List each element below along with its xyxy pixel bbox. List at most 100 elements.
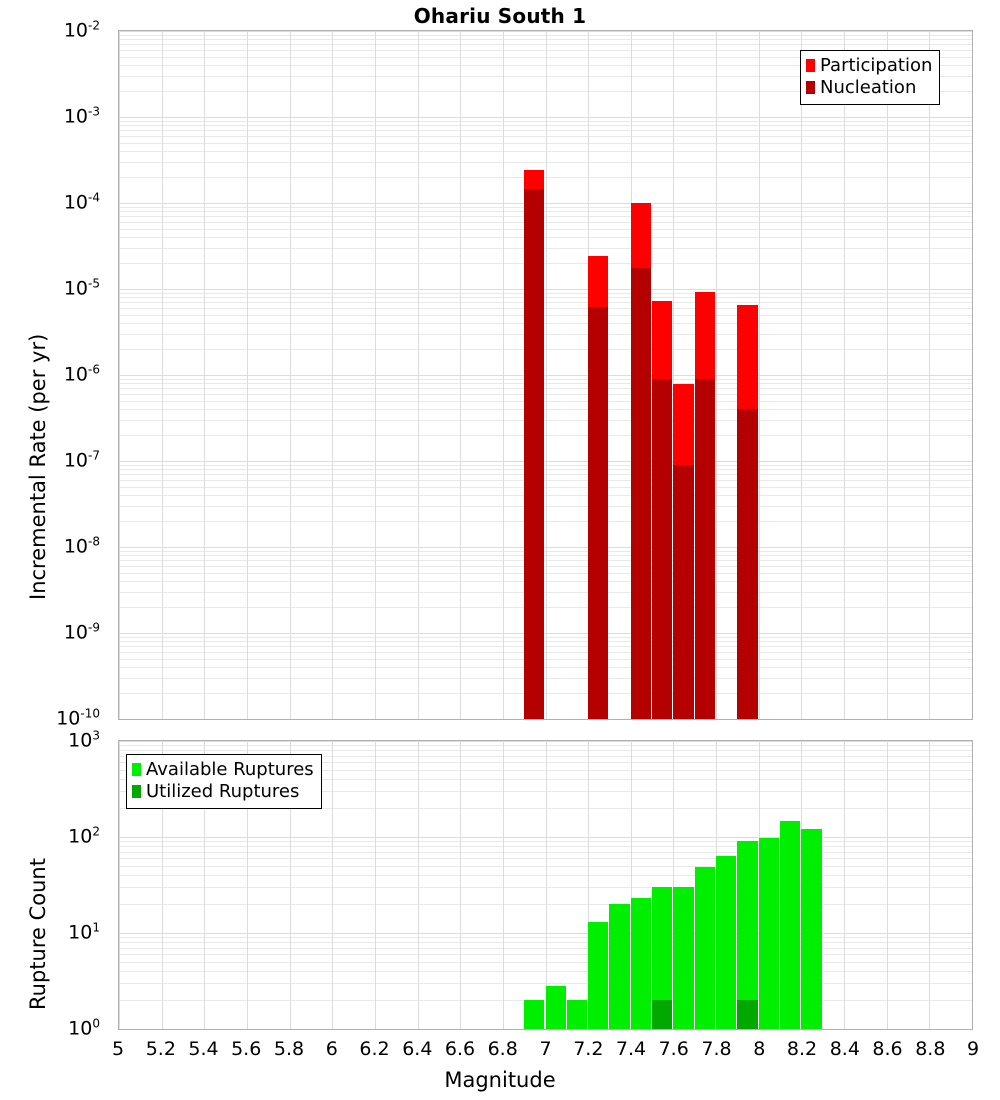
y-tick-label: 102	[68, 824, 100, 848]
bar-segment	[588, 922, 609, 1029]
y-tick-label: 10-5	[63, 276, 100, 300]
x-tick-label: 6.6	[444, 1038, 476, 1060]
y-tick-label: 10-6	[63, 362, 100, 386]
bar	[566, 741, 587, 1029]
bar-segment	[780, 820, 801, 1029]
legend-label: Nucleation	[820, 76, 917, 98]
bar	[737, 31, 758, 719]
bar	[545, 741, 566, 1029]
bar-segment	[524, 1000, 545, 1029]
y-tick-label: 10-2	[63, 18, 100, 42]
x-tick-label: 7.4	[615, 1038, 647, 1060]
x-tick-label: 7.2	[573, 1038, 604, 1060]
bar-segment	[694, 866, 715, 1029]
incremental-rate-y-axis-label: Incremental Rate (per yr)	[26, 333, 50, 600]
bar-segment	[652, 1000, 673, 1029]
y-tick-label: 10-7	[63, 448, 100, 472]
bar	[588, 31, 609, 719]
y-tick-label: 10-3	[63, 104, 100, 128]
bar-segment	[673, 887, 694, 1029]
bar-segment	[566, 1000, 587, 1029]
legend-swatch-icon	[806, 81, 815, 95]
bar	[630, 741, 651, 1029]
x-tick-label: 5	[111, 1038, 125, 1060]
rupture-legend-item: Utilized Ruptures	[132, 781, 314, 803]
bar-segment	[716, 856, 737, 1029]
x-tick-label: 6.8	[487, 1038, 518, 1060]
bar-segment	[652, 887, 673, 1029]
x-tick-label: 8.2	[786, 1038, 818, 1060]
bar	[588, 741, 609, 1029]
legend-swatch-icon	[806, 59, 815, 73]
y-tick-label: 10-4	[63, 190, 100, 214]
magnitude-x-axis: 5 5.2 5.4 5.6 5.8 6 6.2 6.4 6.6 6.8 7 7.2 7.4 7.6 7.8 8…	[112, 1038, 979, 1064]
rupture-count-y-axis-label: Rupture Count	[26, 858, 50, 1010]
bar	[716, 741, 737, 1029]
x-tick-label: 5.8	[273, 1038, 305, 1060]
bar	[524, 741, 545, 1029]
x-tick-label: 7	[539, 1038, 552, 1060]
bar	[609, 741, 630, 1029]
incremental-rate-y-axis: 10-2 10-3 10-4 10-5 10-6 10-7 10-8 10-9 10-10	[0, 18, 112, 729]
bar-segment	[609, 904, 630, 1029]
bar	[652, 741, 673, 1029]
x-tick-label: 8.6	[872, 1038, 903, 1060]
bar	[652, 31, 673, 719]
x-tick-label: 7.6	[658, 1038, 689, 1060]
participation-legend-item: Nucleation	[806, 77, 932, 99]
bar-segment	[630, 268, 651, 719]
rupture-count-y-axis: 103 102 101 100	[0, 728, 112, 1039]
x-tick-label: 8.4	[829, 1038, 860, 1060]
x-tick-label: 5.4	[188, 1038, 219, 1060]
magnitude-x-axis-label: Magnitude	[444, 1068, 556, 1092]
legend-swatch-icon	[132, 785, 141, 799]
y-tick-label: 10-9	[63, 620, 100, 644]
x-tick-label: 5.6	[231, 1038, 262, 1060]
incremental-rate-legend: Participation Nucleation	[800, 50, 941, 105]
participation-legend-item: Participation	[806, 55, 932, 77]
legend-label: Available Ruptures	[146, 759, 314, 780]
legend-swatch-icon	[132, 763, 141, 777]
x-tick-label: 6.4	[402, 1038, 433, 1060]
bar-segment	[801, 829, 822, 1029]
bar-segment	[737, 409, 758, 719]
bar	[694, 741, 715, 1029]
rupture-legend-item: Available Ruptures	[132, 759, 314, 781]
x-tick-label: 9	[966, 1038, 980, 1060]
rupture-count-legend: Available Ruptures Utilized Ruptures	[126, 754, 322, 809]
bar-segment	[694, 378, 715, 719]
y-tick-label: 100	[68, 1016, 100, 1040]
bar	[801, 741, 822, 1029]
incremental-rate-plot-area	[118, 30, 973, 720]
x-tick-label: 8	[753, 1038, 766, 1060]
x-tick-label: 8.8	[915, 1038, 946, 1060]
bar-segment	[737, 1000, 758, 1029]
bar-segment	[737, 841, 758, 1029]
chart-title: Ohariu South 1	[413, 4, 587, 28]
legend-label: Utilized Ruptures	[146, 780, 300, 802]
bar	[630, 31, 651, 719]
bar	[460, 741, 480, 1029]
bar	[694, 31, 715, 719]
bar-segment	[758, 838, 779, 1029]
legend-label: Participation	[820, 55, 933, 76]
bar	[737, 741, 758, 1029]
x-tick-label: 5.2	[145, 1038, 176, 1060]
bar-segment	[545, 986, 566, 1029]
bar	[673, 31, 694, 719]
bar-segment	[524, 189, 545, 719]
bar-segment	[673, 464, 694, 719]
bar	[780, 741, 801, 1029]
y-tick-label: 10-10	[56, 706, 100, 730]
bar-segment	[588, 307, 609, 719]
bar	[673, 741, 694, 1029]
y-tick-label: 101	[68, 920, 100, 944]
incremental-rate-panel	[118, 30, 973, 720]
y-tick-label: 103	[68, 728, 100, 752]
x-tick-label: 6	[325, 1038, 338, 1060]
bar	[524, 31, 545, 719]
y-tick-label: 10-8	[63, 534, 100, 558]
bar-segment	[630, 898, 651, 1029]
x-tick-label: 6.2	[359, 1038, 390, 1060]
